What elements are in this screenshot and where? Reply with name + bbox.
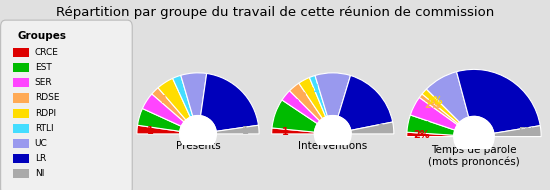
Text: Interventions: Interventions (298, 141, 367, 151)
Text: RTLI: RTLI (35, 124, 53, 133)
Wedge shape (152, 88, 186, 122)
Text: 2: 2 (293, 99, 299, 109)
Wedge shape (282, 91, 320, 124)
Wedge shape (158, 78, 190, 120)
Text: 2%: 2% (424, 100, 441, 110)
Text: NI: NI (35, 169, 44, 178)
Text: 3: 3 (191, 81, 198, 91)
Text: EST: EST (35, 63, 52, 72)
Text: Groupes: Groupes (18, 31, 67, 41)
Wedge shape (315, 73, 350, 116)
Text: 2%: 2% (413, 130, 430, 140)
Wedge shape (422, 89, 460, 124)
Text: 1: 1 (242, 126, 249, 135)
Bar (13, 63, 29, 72)
Text: 1: 1 (282, 127, 289, 137)
Wedge shape (456, 69, 540, 133)
Text: 9%: 9% (419, 108, 436, 118)
Circle shape (454, 116, 494, 157)
Wedge shape (351, 122, 394, 134)
Wedge shape (419, 94, 458, 125)
Text: 51%: 51% (491, 88, 514, 97)
FancyBboxPatch shape (1, 20, 132, 190)
Text: Répartition par groupe du travail de cette réunion de commission: Répartition par groupe du travail de cet… (56, 6, 494, 19)
Wedge shape (426, 72, 469, 122)
Wedge shape (272, 128, 315, 134)
Text: LR: LR (35, 154, 46, 163)
Text: 5: 5 (284, 113, 292, 123)
Text: 2: 2 (299, 92, 306, 102)
Text: 11: 11 (361, 97, 375, 107)
Wedge shape (426, 89, 460, 122)
Wedge shape (138, 108, 182, 131)
Text: 1: 1 (147, 126, 154, 135)
Text: CRCE: CRCE (35, 48, 59, 57)
Text: 3%: 3% (427, 96, 443, 106)
Text: 5%: 5% (518, 127, 535, 137)
Bar (13, 139, 29, 148)
Text: UC: UC (35, 139, 47, 148)
Text: 6: 6 (329, 81, 336, 91)
Text: 2: 2 (169, 89, 175, 99)
Wedge shape (216, 125, 259, 134)
Bar (13, 78, 29, 87)
Text: 1: 1 (314, 84, 320, 94)
Bar (13, 93, 29, 103)
Text: Temps de parole
(mots prononcés): Temps de parole (mots prononcés) (428, 145, 520, 167)
Wedge shape (407, 132, 454, 137)
Text: 2: 2 (377, 124, 383, 134)
Wedge shape (310, 75, 327, 117)
Text: SER: SER (35, 78, 52, 87)
Wedge shape (299, 78, 326, 119)
Wedge shape (201, 74, 258, 131)
Wedge shape (181, 73, 207, 116)
Wedge shape (137, 125, 180, 134)
Text: RDSE: RDSE (35, 93, 59, 102)
Circle shape (315, 116, 351, 152)
Text: RDPI: RDPI (35, 109, 56, 118)
Bar (13, 48, 29, 57)
Text: 2: 2 (307, 87, 314, 97)
Text: 1: 1 (161, 95, 168, 105)
Text: 8%: 8% (414, 121, 431, 131)
Bar (13, 154, 29, 163)
Wedge shape (494, 126, 541, 137)
Wedge shape (338, 75, 393, 130)
Bar (13, 109, 29, 118)
Text: 2: 2 (149, 116, 156, 126)
Text: 9: 9 (228, 95, 235, 105)
Circle shape (180, 116, 216, 152)
Wedge shape (407, 115, 455, 135)
Wedge shape (272, 100, 317, 132)
Bar (13, 124, 29, 133)
Wedge shape (289, 83, 323, 121)
Text: 2: 2 (155, 103, 161, 113)
Bar (13, 169, 29, 178)
Text: 16%: 16% (436, 86, 459, 96)
Text: 1: 1 (178, 84, 185, 94)
Wedge shape (142, 94, 184, 126)
Wedge shape (410, 97, 458, 130)
Wedge shape (173, 75, 193, 117)
Text: Présents: Présents (175, 141, 221, 151)
